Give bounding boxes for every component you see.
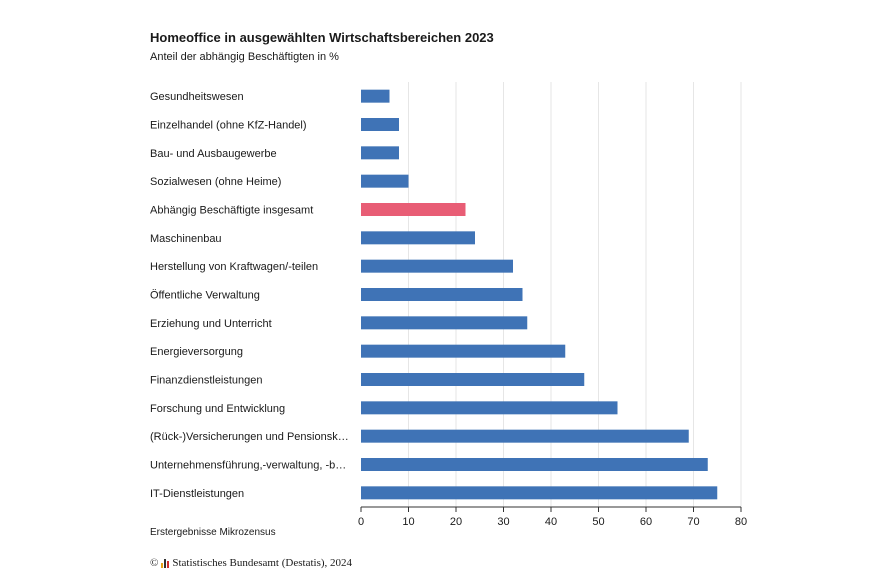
category-label: Abhängig Beschäftigte insgesamt <box>150 205 313 217</box>
bar <box>361 89 390 103</box>
x-tick-label: 40 <box>545 516 557 528</box>
bar <box>361 288 523 301</box>
bar <box>361 316 528 330</box>
bar <box>361 458 708 471</box>
category-label: Erziehung und Unterricht <box>150 318 272 330</box>
category-label: Maschinenbau <box>150 233 222 245</box>
bar <box>361 118 399 131</box>
bar <box>361 373 585 386</box>
bar <box>361 231 475 245</box>
x-tick-label: 60 <box>640 516 652 528</box>
bar <box>361 429 689 443</box>
category-label: Sozialwesen (ohne Heime) <box>150 176 281 188</box>
logo-bar-3 <box>167 560 170 568</box>
source-credit: © Statistisches Bundesamt (Destatis), 20… <box>150 557 352 569</box>
category-label: (Rück-)Versicherungen und Pensionsk… <box>150 431 349 443</box>
footnote: Erstergebnisse Mikrozensus <box>150 527 276 538</box>
bar <box>361 401 618 415</box>
bar <box>361 203 466 216</box>
category-label: Gesundheitswesen <box>150 91 244 103</box>
x-tick-label: 50 <box>592 516 604 528</box>
source-text: Statistisches Bundesamt (Destatis), 2024 <box>172 557 353 569</box>
x-tick-label: 10 <box>402 516 414 528</box>
category-label: Einzelhandel (ohne KfZ-Handel) <box>150 120 307 132</box>
destatis-logo-icon <box>161 558 170 568</box>
chart-subtitle: Anteil der abhängig Beschäftigten in % <box>150 51 339 63</box>
category-label: Finanzdienstleistungen <box>150 375 263 387</box>
category-label: Öffentliche Verwaltung <box>150 290 260 302</box>
bar <box>361 174 409 188</box>
category-label: IT-Dienstleistungen <box>150 488 244 500</box>
bar <box>361 146 399 160</box>
bar <box>361 344 566 358</box>
bar <box>361 486 718 500</box>
copyright-symbol: © <box>150 557 159 569</box>
category-label: Unternehmensführung,-verwaltung, -b… <box>150 460 346 472</box>
x-tick-label: 70 <box>687 516 699 528</box>
x-tick-label: 80 <box>735 516 747 528</box>
category-label: Bau- und Ausbaugewerbe <box>150 148 277 160</box>
x-tick-label: 30 <box>497 516 509 528</box>
x-tick-label: 20 <box>450 516 462 528</box>
logo-bar-1 <box>161 562 164 568</box>
category-label: Herstellung von Kraftwagen/-teilen <box>150 261 318 273</box>
bar <box>361 259 513 273</box>
category-label: Energieversorgung <box>150 346 243 358</box>
x-tick-label: 0 <box>358 516 364 528</box>
logo-bar-2 <box>164 558 167 568</box>
chart-title: Homeoffice in ausgewählten Wirtschaftsbe… <box>150 30 494 45</box>
category-label: Forschung und Entwicklung <box>150 403 285 415</box>
